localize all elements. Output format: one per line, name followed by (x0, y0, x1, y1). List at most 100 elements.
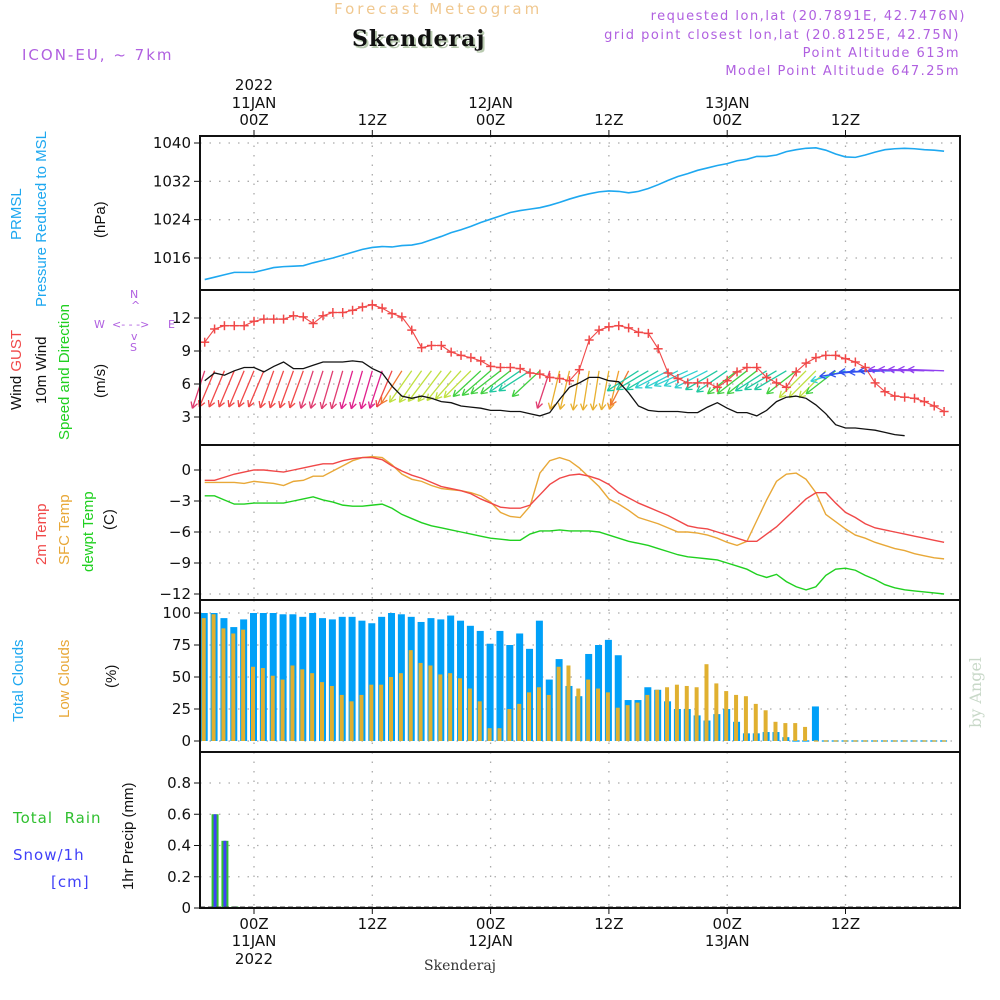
wind-arrow-head (228, 402, 235, 408)
compass-e: E (168, 318, 175, 331)
wind-arrow (644, 370, 679, 389)
wind-arrow (350, 370, 364, 410)
x-tick-label: 13JAN (704, 932, 750, 950)
wind-arrow (674, 370, 708, 389)
wind-arrow-head (878, 368, 885, 374)
wind-arrow-head (610, 400, 617, 406)
wind-arrow-head (300, 403, 307, 409)
wind-arrow (369, 370, 383, 409)
wind-arrow-head (598, 403, 603, 411)
wind-arrow-head (217, 400, 220, 408)
wind-arrow (426, 370, 452, 401)
wind-arrow-head (461, 388, 466, 396)
low-cloud-bar (517, 703, 522, 741)
wind-arrow-head (512, 394, 520, 398)
total-cloud-bar (535, 620, 543, 741)
low-cloud-bar (645, 694, 650, 741)
total-cloud-bar (614, 655, 622, 741)
wind-arrow (717, 370, 748, 395)
wind-arrow-head (308, 401, 312, 409)
wind-arrow-head (838, 371, 846, 376)
y-tick-label: 9 (181, 342, 191, 360)
compass-horizontal-arrows: <- - -> (112, 318, 150, 331)
wind-arrow-head (766, 387, 771, 395)
wind-arrow (908, 368, 945, 372)
total-cloud-bar (348, 616, 356, 741)
wind-arrow-head (778, 390, 782, 398)
wind-arrow-head (897, 365, 905, 370)
wind-arrow (380, 370, 403, 404)
wind-arrow (685, 370, 718, 391)
low-cloud-bar (546, 694, 551, 741)
wind-arrow-head (375, 400, 378, 408)
wind-arrow-head (888, 368, 895, 374)
low-cloud-bar (211, 614, 216, 741)
wind-arrow-head (664, 385, 672, 387)
wind-arrow-head (615, 383, 621, 390)
wind-arrow (279, 370, 295, 409)
low-cloud-bar (793, 723, 798, 741)
top-axis-year: 2022 (234, 76, 274, 94)
wind-arrow-head (589, 403, 594, 411)
wind-arrow (398, 370, 423, 403)
y-tick-label: 25 (172, 700, 191, 718)
wind-arrow-head (331, 403, 338, 410)
low-cloud-bar (300, 669, 305, 741)
low-cloud-bar (428, 665, 433, 741)
wind-arrow-head (310, 403, 317, 409)
wind-arrow-head (329, 401, 333, 409)
wind-arrow-head (388, 395, 392, 403)
point-altitude: Point Altitude 613m (802, 46, 960, 61)
wind-arrow-head (547, 402, 551, 410)
low-cloud-bar (694, 687, 699, 741)
low-cloud-bar (724, 691, 729, 741)
wind-arrow-head (706, 387, 711, 395)
wind-arrow-head (443, 394, 452, 399)
compass-n: N (130, 288, 139, 301)
wind-arrow-head (707, 391, 715, 395)
wind-arrow-head (838, 368, 846, 373)
wind-arrow-head (572, 404, 578, 411)
wind-arrow (330, 370, 344, 410)
wind-arrow-head (897, 368, 905, 374)
low-cloud-bar (251, 666, 255, 741)
gust-line (204, 304, 945, 412)
wind-arrow-head (907, 365, 915, 370)
wind-arrow (389, 370, 413, 403)
wind-arrow (600, 370, 610, 411)
wind-arrow (489, 370, 521, 393)
low-cloud-bar (527, 692, 532, 741)
wind-arrow-head (606, 384, 612, 392)
total-cloud-bar (328, 619, 336, 741)
total-cloud-bar (279, 614, 287, 741)
wind-arrow (461, 370, 492, 396)
y-tick-label: 1040 (153, 134, 191, 152)
y-tick-label: 0.6 (167, 805, 191, 823)
wind-arrow (559, 370, 571, 410)
wind-arrow-head (819, 371, 826, 377)
wind-arrow (754, 370, 787, 391)
wind-arrow-head (606, 402, 611, 410)
low-cloud-bar (458, 678, 463, 741)
wind-arrow-head (535, 401, 539, 409)
wind-arrow-head (208, 402, 216, 408)
total-cloud-bar (319, 618, 327, 741)
precip-label-rain: Total Rain (13, 809, 102, 827)
low-cloud-bar (389, 677, 394, 741)
compass-s: S (130, 341, 137, 354)
low-cloud-bar (615, 707, 620, 741)
wind-arrow-head (696, 385, 701, 393)
wind-arrow (321, 370, 334, 410)
low-cloud-bar (783, 723, 788, 741)
snow-bar (213, 814, 217, 908)
wind-arrow-head (716, 387, 721, 395)
wind-arrow (269, 370, 285, 409)
x-tick-label: 00Z (712, 111, 742, 129)
wind-arrow-head (462, 393, 470, 397)
wind-arrow-head (828, 369, 836, 375)
total-cloud-bar (486, 643, 494, 741)
wind-arrow (470, 370, 501, 395)
x-tick-label: 00Z (475, 111, 506, 129)
wind-arrow-head (559, 403, 566, 410)
low-cloud-bar (625, 705, 630, 741)
